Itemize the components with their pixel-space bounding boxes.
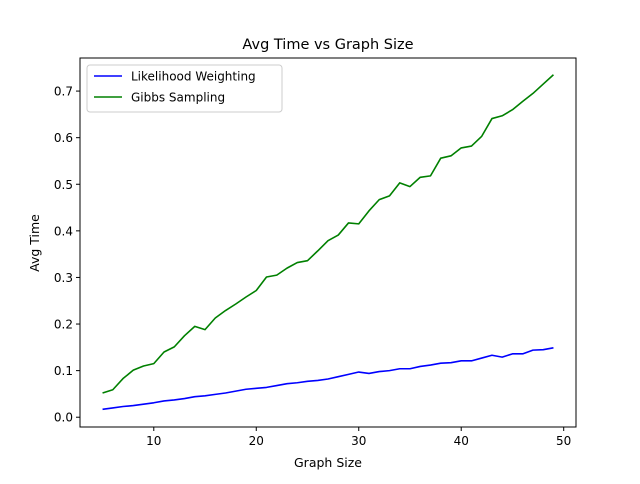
legend: Likelihood Weighting Gibbs Sampling <box>86 64 283 113</box>
plot-area-frame <box>79 57 577 428</box>
y-tick-label: 0.2 <box>54 318 73 332</box>
y-tick-label: 0.7 <box>54 85 73 99</box>
y-tick-label: 0.6 <box>54 131 73 145</box>
chart-title: Avg Time vs Graph Size <box>242 37 413 53</box>
y-tick-label: 0.4 <box>54 224 73 238</box>
x-tick-label: 30 <box>351 434 366 448</box>
y-tick-label: 0.3 <box>54 271 73 285</box>
legend-box <box>86 64 283 113</box>
axis-ticks: 10 20 30 40 50 0.0 0.1 0.2 0.3 0.4 0.5 0.6 0.7 <box>54 85 571 448</box>
x-tick-label: 40 <box>454 434 469 448</box>
series-line-likelihood-weighting <box>102 347 554 411</box>
y-tick-label: 0.5 <box>54 178 73 192</box>
x-tick-label: 50 <box>556 434 571 448</box>
y-tick-label: 0.1 <box>54 364 73 378</box>
x-axis-label: Graph Size <box>294 455 362 470</box>
series-line-gibbs-sampling <box>102 74 554 394</box>
y-axis-label: Avg Time <box>27 214 42 272</box>
y-tick-label: 0.0 <box>54 411 73 425</box>
x-tick-label: 10 <box>146 434 161 448</box>
series-lines <box>102 74 554 411</box>
x-tick-label: 20 <box>249 434 264 448</box>
legend-label: Gibbs Sampling <box>131 91 225 105</box>
legend-label: Likelihood Weighting <box>131 70 256 84</box>
